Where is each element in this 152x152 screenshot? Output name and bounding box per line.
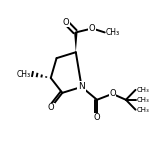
Text: CH₃: CH₃ [16, 69, 31, 79]
Text: O: O [47, 103, 54, 112]
Text: O: O [89, 24, 95, 33]
Text: O: O [109, 89, 116, 98]
Text: CH₃: CH₃ [136, 107, 149, 113]
Text: CH₃: CH₃ [136, 97, 149, 103]
Text: CH₃: CH₃ [136, 87, 149, 93]
Polygon shape [74, 32, 78, 52]
Text: O: O [94, 113, 100, 122]
Text: CH₃: CH₃ [106, 28, 120, 37]
Text: O: O [63, 18, 69, 27]
Text: N: N [78, 82, 85, 91]
